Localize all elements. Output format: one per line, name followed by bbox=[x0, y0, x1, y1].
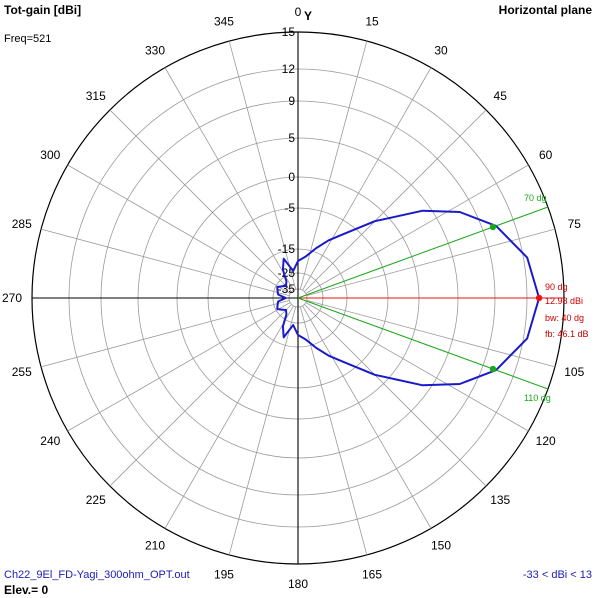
front-back-label: fb: 46.1 dB bbox=[545, 329, 589, 339]
beam-annotations: 70 dg 110 dg 90 dg 12.98 dBi bw: 40 dg fb: 46… bbox=[297, 193, 589, 403]
grid-spoke bbox=[228, 306, 297, 556]
grid-spoke bbox=[109, 109, 292, 292]
angle-label: 225 bbox=[86, 493, 106, 507]
grid-spoke bbox=[306, 228, 556, 297]
grid-spoke bbox=[164, 67, 294, 291]
angle-label: 15 bbox=[365, 15, 379, 29]
angle-label: 135 bbox=[490, 493, 510, 507]
angle-label: 255 bbox=[12, 365, 32, 379]
grid-spoke bbox=[40, 299, 290, 368]
grid-spoke bbox=[305, 302, 529, 432]
angle-label: 60 bbox=[539, 148, 553, 162]
half-power-label: 70 dg bbox=[524, 193, 547, 203]
angle-label: 75 bbox=[568, 217, 582, 231]
grid-spoke bbox=[67, 164, 291, 294]
elevation-label: Elev.= 0 bbox=[4, 583, 49, 597]
angle-label: 105 bbox=[564, 365, 584, 379]
grid-spoke bbox=[299, 306, 368, 556]
radial-tick-label: -15 bbox=[278, 242, 296, 256]
axis-letter: Y bbox=[304, 9, 313, 23]
half-power-line bbox=[297, 206, 549, 299]
grid-spoke bbox=[299, 40, 368, 290]
half-power-line bbox=[297, 297, 549, 390]
angle-label: 150 bbox=[431, 539, 451, 553]
angle-label: 0 bbox=[295, 5, 302, 19]
angle-label: 120 bbox=[536, 434, 556, 448]
half-power-marker bbox=[489, 365, 497, 373]
angle-label: 345 bbox=[214, 15, 234, 29]
max-gain-marker bbox=[535, 294, 543, 302]
radial-tick-label: 5 bbox=[288, 131, 295, 145]
radial-tick-label: -25 bbox=[278, 266, 296, 280]
chart-title: Tot-gain [dBi] bbox=[4, 3, 82, 17]
beamwidth-label: bw: 40 dg bbox=[545, 313, 584, 323]
grid-spoke bbox=[302, 67, 432, 291]
grid-spoke bbox=[302, 305, 432, 529]
grid-spoke bbox=[304, 109, 487, 292]
gain-range-label: -33 < dBi < 13 bbox=[522, 569, 592, 581]
radial-tick-label: 12 bbox=[282, 62, 296, 76]
angle-label: 285 bbox=[12, 217, 32, 231]
angle-label: 210 bbox=[145, 539, 165, 553]
radial-tick-label: -5 bbox=[284, 201, 295, 215]
radial-tick-label: 9 bbox=[288, 94, 295, 108]
frequency-label: Freq=521 bbox=[4, 33, 52, 45]
angle-label: 180 bbox=[288, 577, 308, 591]
angle-label: 240 bbox=[40, 434, 60, 448]
grid-spoke bbox=[164, 305, 294, 529]
angle-label: 165 bbox=[362, 567, 382, 581]
angle-label: 270 bbox=[2, 291, 22, 305]
angle-label: 330 bbox=[145, 43, 165, 57]
radial-tick-label: 15 bbox=[282, 25, 296, 39]
grid-spoke bbox=[67, 302, 291, 432]
angle-label: 195 bbox=[214, 567, 234, 581]
filename-label: Ch22_9El_FD-Yagi_300ohm_OPT.out bbox=[4, 569, 190, 581]
grid-spoke bbox=[228, 40, 297, 290]
half-power-marker bbox=[489, 223, 497, 231]
radial-tick-label: 0 bbox=[288, 170, 295, 184]
gain-pattern bbox=[276, 209, 541, 387]
plane-label: Horizontal plane bbox=[498, 3, 592, 17]
grid-spoke bbox=[304, 304, 487, 487]
max-gain-label: 12.98 dBi bbox=[545, 296, 583, 306]
grid-spoke bbox=[306, 299, 556, 368]
max-direction-label: 90 dg bbox=[545, 282, 568, 292]
gain-pattern-trace bbox=[276, 209, 541, 387]
half-power-label: 110 dg bbox=[524, 393, 551, 403]
grid-spoke bbox=[40, 228, 290, 297]
angle-label: 30 bbox=[434, 43, 448, 57]
grid-spoke bbox=[305, 164, 529, 294]
angle-label: 45 bbox=[494, 89, 508, 103]
angle-label: 300 bbox=[40, 148, 60, 162]
angle-labels: 0153045607510512013515016518019521022524… bbox=[2, 5, 585, 591]
grid-spoke bbox=[109, 304, 292, 487]
angle-label: 315 bbox=[86, 89, 106, 103]
